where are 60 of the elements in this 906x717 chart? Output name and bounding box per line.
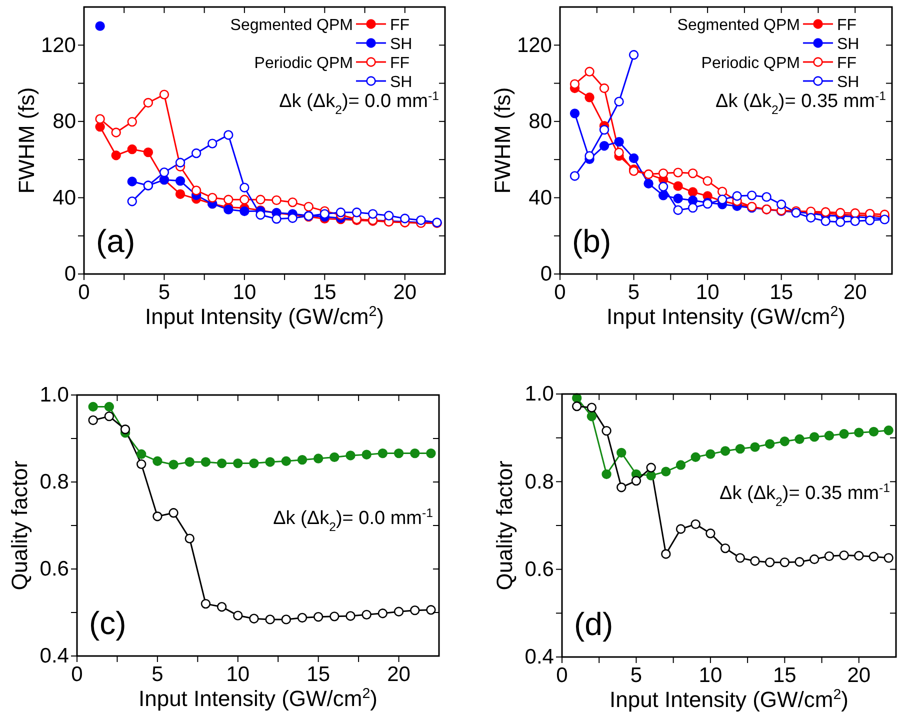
x-tick-label: 5 <box>628 280 640 304</box>
x-tick-label: 15 <box>306 662 330 686</box>
annotation: Δk (Δk$_{2}$)= 0.0 mm$^{-1}$ <box>273 506 434 534</box>
y-tick-label: 0.4 <box>40 644 70 668</box>
x-tick-label: 15 <box>770 280 794 304</box>
annotation: (d) <box>574 606 614 642</box>
legend-label: FF <box>390 17 410 34</box>
y-tick-label: 0.4 <box>524 646 554 669</box>
annotation: Segmented QPM <box>230 17 353 34</box>
y-tick-label: 40 <box>528 186 552 210</box>
annotation: (b) <box>572 223 612 259</box>
legend-label: SH <box>837 36 860 53</box>
y-tick-label: 0.6 <box>524 558 554 582</box>
annotation: Segmented QPM <box>677 17 800 34</box>
x-tick-label: 10 <box>696 280 720 304</box>
x-tick-label: 20 <box>387 662 410 686</box>
y-tick-label: 0 <box>64 262 76 286</box>
y-tick-label: 0 <box>540 262 552 286</box>
legend-label: SH <box>837 74 860 91</box>
y-axis-title: FWHM (fs) <box>14 87 39 194</box>
annotation: Δk (Δk$_{2}$)= 0.35 mm$^{-1}$ <box>716 89 886 117</box>
y-tick-label: 80 <box>528 110 552 134</box>
x-tick-label: 10 <box>698 664 722 687</box>
x-tick-label: 10 <box>232 280 256 304</box>
x-tick-label: 20 <box>847 664 871 687</box>
y-axis-title: Quality factor <box>492 460 517 590</box>
y-tick-label: 40 <box>52 186 76 210</box>
annotation: Δk (Δk$_{2}$)= 0.35 mm$^{-1}$ <box>720 481 890 509</box>
x-tick-label: 5 <box>630 664 642 687</box>
y-tick-label: 1.0 <box>40 384 69 407</box>
legend-label: SH <box>390 36 412 53</box>
annotation: Periodic QPM <box>254 55 353 72</box>
y-axis-title: FWHM (fs) <box>490 87 515 194</box>
x-axis-title: Input Intensity (GW/cm$^{2}$) <box>138 686 378 711</box>
y-tick-label: 120 <box>516 34 552 57</box>
y-tick-label: 0.8 <box>40 470 69 494</box>
annotation: (a) <box>96 223 136 259</box>
x-tick-label: 10 <box>226 662 250 686</box>
annotation: Periodic QPM <box>701 55 800 72</box>
annotation: (c) <box>89 605 126 641</box>
legend-label: FF <box>837 55 857 72</box>
x-tick-label: 20 <box>393 280 417 304</box>
x-tick-label: 5 <box>158 280 170 304</box>
y-axis-title: Quality factor <box>7 460 32 590</box>
x-tick-label: 5 <box>152 662 164 686</box>
y-tick-label: 120 <box>40 34 76 57</box>
x-tick-label: 15 <box>312 280 336 304</box>
x-tick-label: 15 <box>772 664 796 687</box>
y-tick-label: 1.0 <box>524 382 554 406</box>
y-tick-label: 0.8 <box>524 470 554 494</box>
legend-label: FF <box>837 17 857 34</box>
x-axis-title: Input Intensity (GW/cm$^{2}$) <box>144 304 384 329</box>
x-tick-label: 20 <box>843 280 867 304</box>
x-axis-title: Input Intensity (GW/cm$^{2}$) <box>609 687 849 712</box>
annotation: Δk (Δk$_{2}$)= 0.0 mm$^{-1}$ <box>279 89 440 117</box>
y-tick-label: 80 <box>52 110 76 134</box>
legend-label: SH <box>390 74 412 91</box>
x-axis-title: Input Intensity (GW/cm$^{2}$) <box>606 304 846 329</box>
y-tick-label: 0.6 <box>40 558 69 581</box>
legend-label: FF <box>390 55 410 72</box>
